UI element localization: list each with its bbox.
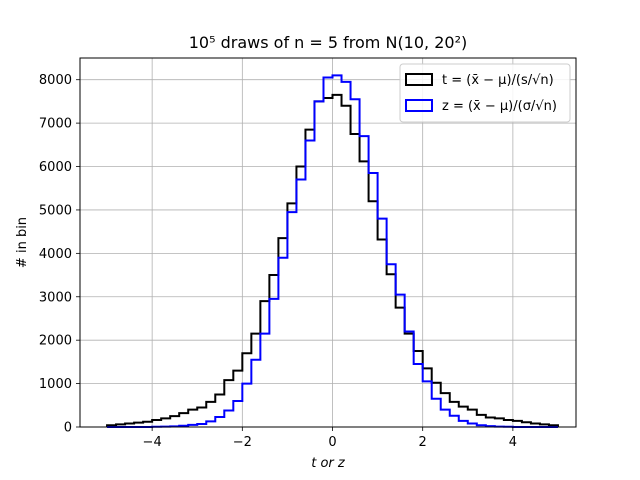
axis-ticks: −4 −2 0 2 4 0 1000 2000 3000 4000 5000 6000 7000 8000: [39, 73, 517, 450]
plot-frame: [79, 57, 577, 428]
y-tick-label: 8000: [39, 73, 72, 88]
y-tick-label: 4000: [39, 247, 72, 262]
series-layer: [106, 74, 559, 428]
chart-title: 10⁵ draws of n = 5 from N(10, 20²): [189, 33, 467, 52]
y-tick-label: 3000: [39, 290, 72, 305]
y-tick-label: 1000: [39, 377, 72, 392]
legend-label: z = (x̄ − μ)/(σ/√n): [442, 99, 557, 114]
x-tick-label: 2: [419, 435, 427, 450]
legend-box: [399, 63, 571, 123]
legend-swatch: [405, 73, 433, 86]
y-tick-label: 5000: [39, 203, 72, 218]
x-tick-label: 4: [509, 435, 517, 450]
x-tick-label: −2: [233, 435, 252, 450]
x-tick-label: −4: [143, 435, 162, 450]
y-tick-label: 2000: [39, 334, 72, 349]
legend-swatch: [405, 99, 433, 112]
y-tick-label: 7000: [39, 117, 72, 132]
y-tick-label: 0: [64, 421, 72, 436]
y-tick-label: 6000: [39, 160, 72, 175]
series-step-line-0: [106, 93, 559, 427]
legend-label: t = (x̄ − μ)/(s/√n): [442, 73, 554, 88]
y-axis-label: # in bin: [15, 217, 30, 268]
series-step-line-1: [107, 74, 558, 428]
x-tick-label: 0: [328, 435, 336, 450]
legend: t = (x̄ − μ)/(s/√n) z = (x̄ − μ)/(σ/√n): [399, 63, 571, 123]
x-axis-label: t or z: [311, 456, 346, 471]
